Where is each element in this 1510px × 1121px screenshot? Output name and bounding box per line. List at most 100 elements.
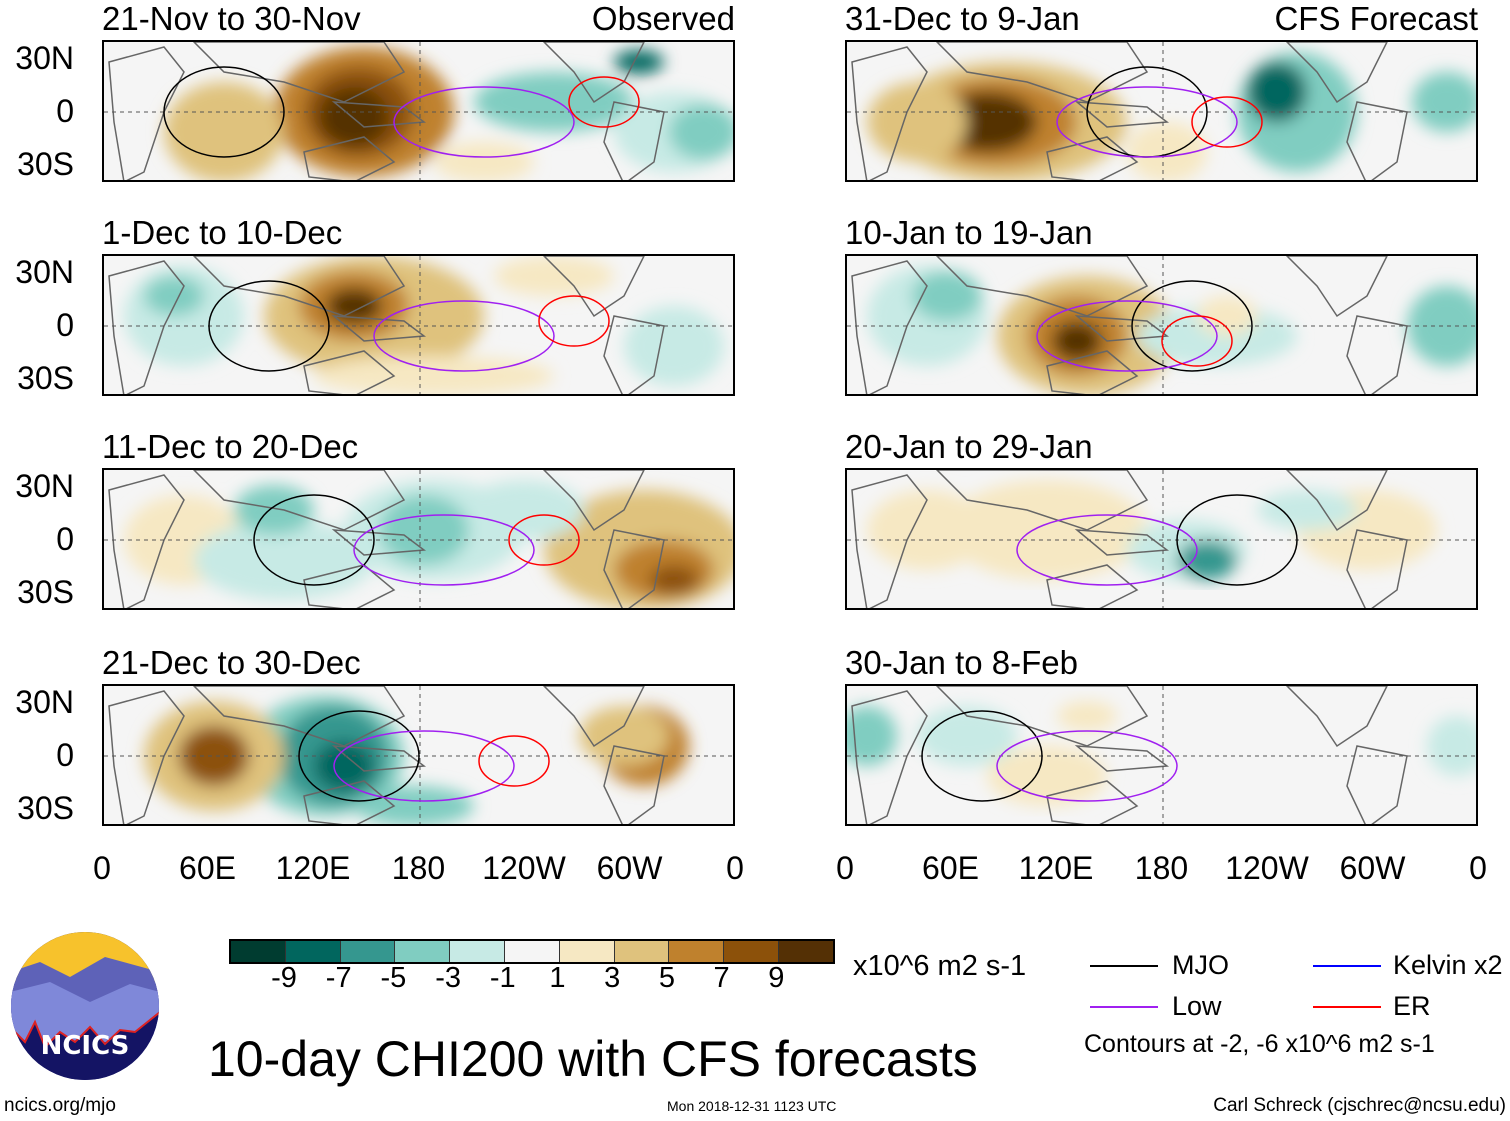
- map-panel: [845, 468, 1478, 610]
- map-svg: [847, 42, 1476, 180]
- anomaly-blob: [1412, 72, 1476, 132]
- anomaly-blob: [867, 82, 967, 162]
- contour-mjo: [253, 494, 375, 586]
- anomaly-blob: [494, 256, 614, 296]
- contour-mjo: [1176, 494, 1298, 586]
- anomaly-blob: [614, 50, 664, 74]
- colorbar-swatch: [504, 941, 560, 962]
- lon-label: 0: [1469, 850, 1487, 886]
- lon-label: 60E: [179, 850, 236, 886]
- colorbar-swatch: [395, 941, 451, 962]
- anomaly-blob: [579, 706, 669, 766]
- contour-er: [508, 514, 580, 566]
- coastlines: [851, 42, 1408, 180]
- anomaly-blob: [624, 306, 724, 386]
- map-panel: [102, 468, 735, 610]
- colorbar-swatch: [450, 941, 505, 962]
- colorbar-label: -1: [489, 962, 516, 994]
- anomaly-blob: [649, 565, 699, 595]
- lon-label: 60W: [596, 850, 663, 886]
- anomaly-blob: [1247, 62, 1307, 122]
- colorbar-label: 1: [549, 962, 566, 994]
- anomaly-blob: [1427, 716, 1476, 776]
- anomaly-blob: [1177, 540, 1237, 580]
- anomaly-blob: [434, 142, 534, 180]
- coastlines: [108, 42, 665, 180]
- legend-kelvin-line: [1313, 965, 1381, 967]
- anomaly-blob: [847, 706, 897, 766]
- coastlines: [851, 686, 1408, 824]
- lat-label: 0: [56, 737, 74, 773]
- panel-title: 21-Nov to 30-Nov: [102, 0, 361, 37]
- colorbar-label: 5: [658, 962, 675, 994]
- map-panel: [845, 684, 1478, 826]
- lon-label: 180: [391, 850, 446, 886]
- colorbar-units: x10^6 m2 s-1: [853, 950, 1027, 982]
- lat-label: 30S: [17, 360, 74, 396]
- legend-low-line: [1090, 1006, 1158, 1008]
- lon-label: 60W: [1339, 850, 1406, 886]
- map-panel: [845, 254, 1478, 396]
- lat-label: 30S: [17, 574, 74, 610]
- colorbar-swatch: [724, 941, 779, 962]
- footer-url[interactable]: ncics.org/mjo: [4, 1095, 116, 1116]
- colorbar-label: -5: [380, 962, 407, 994]
- map-svg: [104, 256, 733, 394]
- contour-mjo: [1131, 280, 1253, 372]
- anomaly-blob: [144, 276, 204, 316]
- map-panel: [102, 254, 735, 396]
- lon-label: 180: [1134, 850, 1189, 886]
- panel-title: 31-Dec to 9-Jan: [845, 0, 1080, 37]
- contour-er: [538, 295, 610, 347]
- colorbar-swatch: [340, 941, 396, 962]
- figure-title: 10-day CHI200 with CFS forecasts: [208, 1031, 978, 1087]
- contour-low: [373, 300, 555, 372]
- colorbar-swatch: [778, 941, 833, 962]
- anomaly-blob: [1127, 122, 1207, 180]
- anomaly-blob: [987, 746, 1107, 806]
- colorbar-label: 9: [768, 962, 785, 994]
- anomaly-blob: [1257, 490, 1357, 530]
- anomaly-blob: [867, 490, 987, 570]
- coastlines: [108, 256, 665, 394]
- logo-text: NCICS: [41, 1031, 130, 1061]
- lat-label: 0: [56, 521, 74, 557]
- colorbar-label: 7: [713, 962, 730, 994]
- contour-low: [996, 730, 1178, 802]
- colorbar-label: -9: [271, 962, 297, 994]
- lat-label: 30S: [17, 146, 74, 182]
- legend-mjo-line: [1090, 965, 1158, 967]
- anomaly-blob: [1052, 321, 1102, 361]
- panel-title: 10-Jan to 19-Jan: [845, 214, 1093, 251]
- contour-er: [478, 735, 550, 787]
- anomaly-blob: [474, 72, 634, 132]
- contour-low: [1036, 300, 1218, 372]
- lat-label: 30N: [15, 468, 74, 504]
- map-panel: [845, 40, 1478, 182]
- contour-low: [393, 86, 575, 158]
- colorbar-label: 3: [604, 962, 621, 994]
- anomaly-blob: [164, 82, 284, 180]
- contour-mjo: [298, 710, 420, 802]
- anomaly-blob: [354, 786, 474, 824]
- lon-label: 60E: [922, 850, 979, 886]
- map-svg: [104, 470, 733, 608]
- map-panel: [102, 40, 735, 182]
- map-svg: [104, 686, 733, 824]
- panel-label: Observed: [591, 0, 735, 37]
- footer-timestamp: Mon 2018-12-31 1123 UTC: [667, 1098, 837, 1114]
- legend-er: ER: [1393, 991, 1431, 1021]
- contour-er: [568, 76, 640, 128]
- contour-low: [333, 730, 515, 802]
- anomaly-blob: [179, 726, 249, 786]
- panel-title: 21-Dec to 30-Dec: [102, 644, 361, 681]
- lat-label: 0: [56, 93, 74, 129]
- contour-low: [1056, 86, 1238, 158]
- anomaly-blob: [917, 706, 1017, 766]
- anomaly-blob: [464, 480, 584, 540]
- lon-label: 0: [93, 850, 111, 886]
- contour-mjo: [163, 66, 285, 158]
- lon-label: 0: [836, 850, 854, 886]
- colorbar: [229, 939, 835, 964]
